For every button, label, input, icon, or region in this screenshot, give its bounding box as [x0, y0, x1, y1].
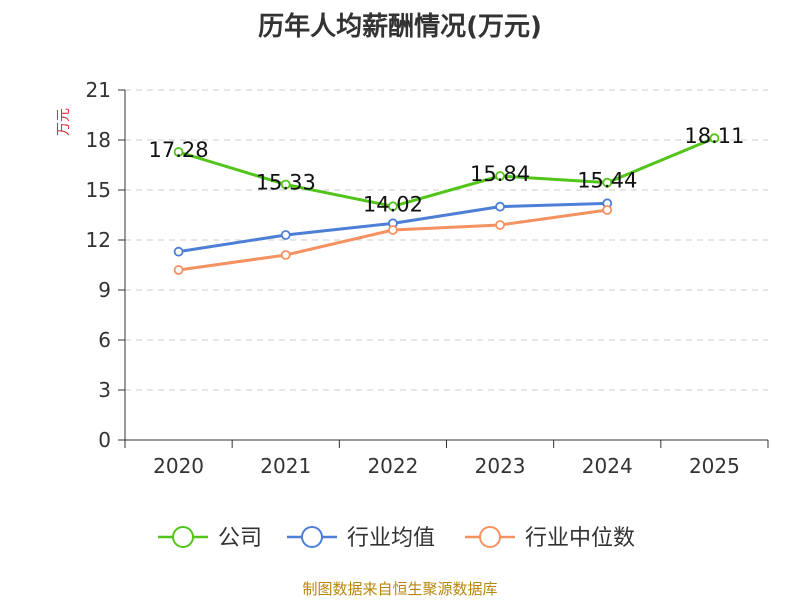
y-tick-label: 18 [86, 128, 111, 152]
y-tick-label: 6 [98, 328, 111, 352]
data-label: 15.84 [470, 162, 530, 186]
data-label: 18.11 [684, 124, 744, 148]
x-tick-label: 2024 [582, 454, 633, 478]
data-point [280, 179, 291, 190]
data-point [388, 225, 398, 235]
legend-marker [172, 526, 194, 548]
x-tick-label: 2025 [689, 454, 740, 478]
legend-marker [479, 526, 501, 548]
legend-label: 行业中位数 [525, 526, 635, 551]
data-point [602, 177, 613, 188]
y-tick-label: 15 [86, 178, 111, 202]
y-tick-label: 0 [98, 428, 111, 452]
legend-item-1[interactable]: 行业均值 [287, 526, 435, 551]
legend[interactable]: 公司 行业均值 行业中位数 [158, 526, 635, 551]
series-line-0 [178, 136, 715, 208]
series-group [173, 133, 720, 275]
legend-label: 公司 [218, 526, 262, 551]
data-point [495, 201, 505, 212]
axes: 0 3 6 9 12 15 18 21 2020 2021 2022 2023 2024 2025 万元 [56, 78, 769, 478]
data-label: 14.02 [363, 192, 423, 216]
data-point [388, 201, 398, 212]
data-point [173, 246, 184, 257]
data-source-note: 制图数据来自恒生聚源数据库 [302, 580, 498, 598]
grid-lines [125, 89, 768, 391]
data-labels: 17.28 15.33 14.02 15.84 15.44 18.11 [149, 124, 745, 216]
legend-label: 行业均值 [347, 526, 435, 551]
data-point [495, 171, 505, 181]
legend-item-0[interactable]: 公司 [158, 526, 262, 551]
x-tick-label: 2023 [475, 454, 526, 478]
x-tick-label: 2020 [153, 454, 204, 478]
chart-title: 历年人均薪酬情况(万元) [258, 12, 542, 42]
x-tick-label: 2021 [260, 454, 311, 478]
y-tick-label: 3 [98, 378, 111, 402]
legend-item-2[interactable]: 行业中位数 [465, 526, 635, 551]
y-tick-label: 9 [98, 278, 111, 302]
data-point [709, 133, 720, 144]
data-point [173, 265, 184, 275]
legend-marker [301, 526, 323, 548]
x-tick-label: 2022 [367, 454, 418, 478]
data-point [280, 230, 291, 240]
y-tick-label: 21 [86, 78, 111, 102]
data-point [173, 147, 184, 157]
data-point [280, 250, 291, 260]
data-label: 15.33 [256, 171, 316, 195]
y-tick-label: 12 [86, 228, 111, 252]
y-axis-title: 万元 [56, 108, 72, 136]
data-label: 15.44 [577, 169, 637, 193]
data-point [602, 205, 613, 215]
data-label: 17.28 [149, 138, 209, 162]
data-point [495, 220, 505, 230]
